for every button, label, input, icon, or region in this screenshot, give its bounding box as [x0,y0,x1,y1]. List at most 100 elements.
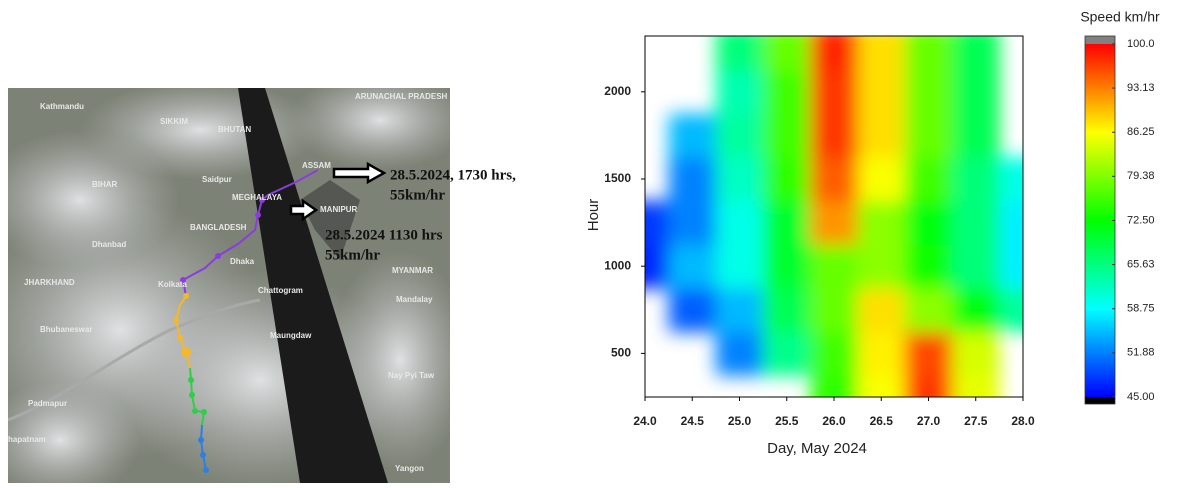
contour-cell [952,331,1000,376]
map-label: Chattogram [258,286,303,295]
contour-cell [668,157,717,202]
contour-cell [857,200,906,245]
map-label: BANGLADESH [190,223,247,232]
y-tick-label: 1500 [604,171,631,185]
map-label: Maungdaw [270,331,312,340]
colorbar-tick-label: 93.13 [1127,82,1155,94]
map-label: SIKKIM [160,117,188,126]
colorbar-tick-label: 58.75 [1127,303,1155,315]
colorbar-tick-label: 100.0 [1127,38,1155,50]
map-label: MEGHALAYA [232,193,282,202]
contour-cell [952,36,1000,71]
arrow [289,198,319,222]
colorbar-tick-label: 72.50 [1127,214,1155,226]
contour-cell [763,157,811,202]
colorbar-under [1085,397,1115,404]
contour-cell [904,375,953,397]
x-tick-label: 24.0 [633,414,657,428]
colorbar-tick-label: 45.00 [1127,391,1155,403]
contour-cell [857,157,906,202]
x-tick-label: 25.0 [728,414,752,428]
contour-cell [952,157,1000,202]
contour-cell [952,113,1000,158]
contour-cell [645,200,670,245]
annotation: 28.5.2024, 1730 hrs, [390,167,516,183]
x-tick-label: 27.0 [917,414,941,428]
contour-cell [715,200,764,245]
colorbar-tick-label: 51.88 [1127,347,1155,359]
x-tick-label: 26.5 [870,414,894,428]
contour-cell [952,200,1000,245]
map-label: Mandalay [396,295,433,304]
contour-cell [810,36,859,71]
map-label: JHARKHAND [24,278,75,287]
contour-cell [904,113,953,158]
contour-cell [715,244,764,289]
map-label: Kathmandu [40,102,84,111]
contour-cell [668,244,717,289]
colorbar-title: Speed km/hr [1080,9,1160,25]
contour-cell [810,157,859,202]
contour-cell [857,113,906,158]
contour-cell [715,113,764,158]
contour-cell [763,70,811,115]
map-label: BHUTAN [218,125,251,134]
contour-cell [715,288,764,333]
contour-cell [999,157,1023,202]
contour-cell [763,200,811,245]
contour-cell [810,70,859,115]
x-axis-label: Day, May 2024 [767,440,867,457]
colorbar-tick-label: 65.63 [1127,258,1155,270]
arrow [332,161,387,185]
contour-cell [857,244,906,289]
contour-cell [715,70,764,115]
contour-cell [904,244,953,289]
contour-cell [857,70,906,115]
contour-cell [904,331,953,376]
y-tick-label: 1000 [604,258,631,272]
contour-cell [763,244,811,289]
contour-cell [904,70,953,115]
contour-cell [763,288,811,333]
contour-cell [763,331,811,376]
map-label: Padmapur [28,399,67,408]
colorbar-tick-label: 79.38 [1127,170,1155,182]
contour-cell [668,113,717,158]
contour-cell [810,244,859,289]
contour-cell [952,288,1000,333]
x-tick-label: 24.5 [681,414,705,428]
contour-cell [904,157,953,202]
contour-cell [763,113,811,158]
contour-cell [668,288,717,333]
map-label: Saidpur [202,175,232,184]
map-label: Dhaka [230,257,255,266]
contour-cell [810,331,859,376]
contour-cell [952,244,1000,289]
contour-cell [857,36,906,71]
x-tick-label: 27.5 [964,414,988,428]
contour-cell [715,331,764,376]
contour-cell [810,200,859,245]
contour-cell [668,200,717,245]
y-tick-label: 2000 [604,84,631,98]
contour-cell [715,157,764,202]
annotation: 55km/hr [325,247,380,263]
contour-cell [810,288,859,333]
contour-cell [904,288,953,333]
contour-cell [810,113,859,158]
map-label: ASSAM [302,161,331,170]
colorbar [1085,44,1115,397]
contour-cell [857,331,906,376]
contour-cell [999,244,1023,289]
map-label: Dhanbad [92,240,126,249]
x-tick-label: 28.0 [1011,414,1035,428]
colorbar-tick-label: 86.25 [1127,126,1155,138]
contour-cell [904,200,953,245]
contour-cell [952,70,1000,115]
y-axis-label: Hour [585,199,602,232]
map-label: Bhubaneswar [40,325,92,334]
map-label: Nay Pyi Taw [388,371,435,380]
y-tick-label: 500 [611,346,631,360]
contour-cell [999,288,1023,333]
